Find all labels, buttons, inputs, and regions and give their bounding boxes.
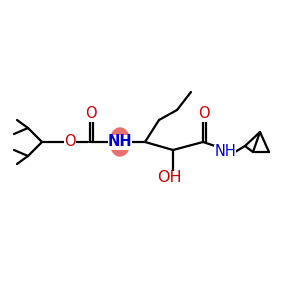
Text: NH: NH: [108, 134, 132, 149]
Text: OH: OH: [157, 170, 181, 185]
Text: O: O: [85, 106, 97, 122]
Text: NH: NH: [214, 145, 236, 160]
Text: O: O: [64, 134, 76, 149]
Ellipse shape: [110, 128, 130, 156]
Text: O: O: [198, 106, 210, 122]
